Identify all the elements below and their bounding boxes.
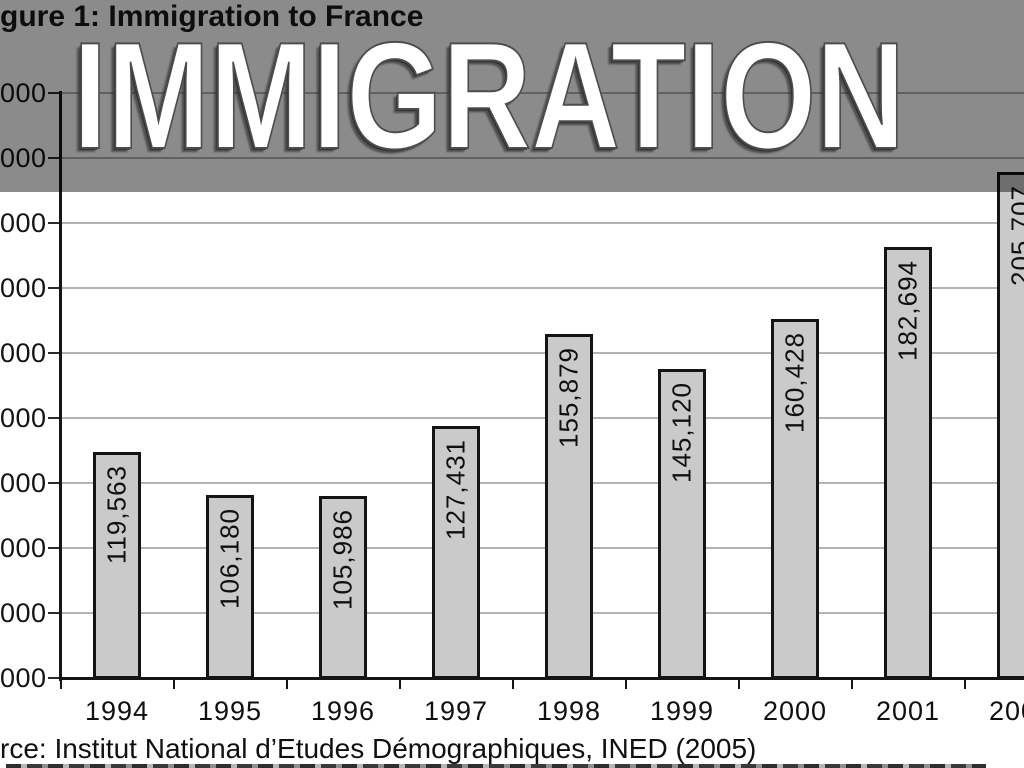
figure-caption: gure 1: Immigration to France [0, 0, 424, 33]
x-axis-label: 2002 [988, 696, 1024, 726]
y-tick-label: 000 [0, 533, 47, 563]
y-axis-line [59, 91, 62, 681]
gridline [59, 222, 1024, 224]
y-axis-tick [48, 222, 59, 224]
y-tick-label: 000 [0, 468, 47, 498]
gridline [59, 352, 1024, 354]
y-tick-label: 000 [0, 78, 47, 108]
gridline [59, 92, 1024, 94]
x-axis-tick [286, 680, 288, 689]
source-note: rce: Institut National d’Etudes Démograp… [0, 733, 757, 764]
x-axis-tick [60, 680, 62, 689]
y-axis-tick [48, 352, 59, 354]
x-axis-line [59, 677, 1024, 680]
y-tick-label: 000 [0, 208, 47, 238]
bar-value-label: 145,120 [666, 382, 697, 483]
x-axis-label: 1996 [310, 696, 376, 726]
x-axis-tick [738, 680, 740, 689]
x-axis-label: 1999 [649, 696, 715, 726]
x-axis-tick [173, 680, 175, 689]
y-axis-tick [48, 287, 59, 289]
y-axis-tick [48, 677, 59, 679]
bar-value-label: 155,879 [553, 347, 584, 448]
bar-value-label: 182,694 [892, 260, 923, 361]
x-axis-tick [851, 680, 853, 689]
bar: 127,431 [432, 426, 480, 679]
slide-title: IMMIGRATION [72, 11, 906, 181]
x-axis-label: 1994 [84, 696, 150, 726]
y-axis-tick [48, 547, 59, 549]
x-axis-tick [964, 680, 966, 689]
y-tick-label: 000 [0, 403, 47, 433]
gridline [59, 482, 1024, 484]
bar-value-label: 106,180 [214, 508, 245, 609]
gridline [59, 547, 1024, 549]
x-axis-label: 1997 [423, 696, 489, 726]
bar: 205,707 [997, 172, 1024, 679]
gridline [59, 612, 1024, 614]
gridline [59, 157, 1024, 159]
y-axis-tick [48, 417, 59, 419]
y-axis-tick [48, 157, 59, 159]
bar: 105,986 [319, 496, 367, 679]
bar: 155,879 [545, 334, 593, 679]
y-axis-tick [48, 92, 59, 94]
bar: 119,563 [93, 452, 141, 679]
bar-value-label: 160,428 [779, 332, 810, 433]
gridline [59, 287, 1024, 289]
y-tick-label: 000 [0, 338, 47, 368]
x-axis-tick [399, 680, 401, 689]
cropped-text-line [6, 764, 986, 768]
gridline [59, 417, 1024, 419]
x-axis-tick [625, 680, 627, 689]
bar: 160,428 [771, 319, 819, 679]
y-axis-tick [48, 482, 59, 484]
gray-overlay-band [0, 0, 1024, 192]
y-axis-tick [48, 612, 59, 614]
x-axis-label: 2001 [875, 696, 941, 726]
bar-value-label: 119,563 [101, 465, 132, 565]
bar: 182,694 [884, 247, 932, 679]
x-axis-label: 1995 [197, 696, 263, 726]
y-tick-label: 000 [0, 598, 47, 628]
bar-value-label: 205,707 [1005, 185, 1024, 286]
bar: 145,120 [658, 369, 706, 679]
bar-value-label: 105,986 [327, 509, 358, 610]
y-tick-label: 000 [0, 273, 47, 303]
x-axis-label: 1998 [536, 696, 602, 726]
y-tick-label: 000 [0, 663, 47, 693]
bar: 106,180 [206, 495, 254, 679]
x-axis-label: 2000 [762, 696, 828, 726]
x-axis-tick [512, 680, 514, 689]
bar-value-label: 127,431 [440, 439, 471, 540]
y-tick-label: 000 [0, 143, 47, 173]
